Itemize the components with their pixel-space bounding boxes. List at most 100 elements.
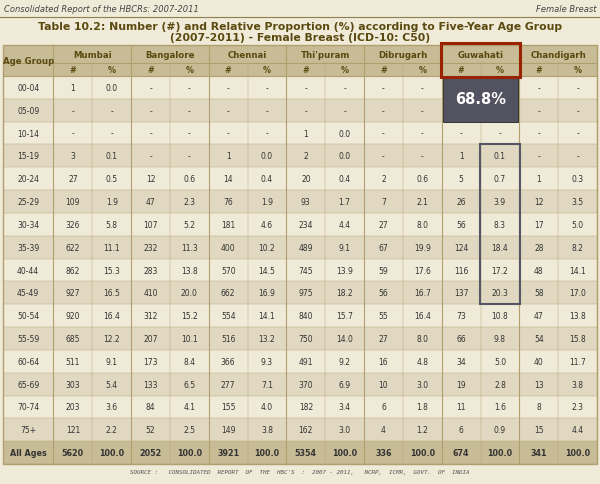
Text: -: - bbox=[304, 106, 307, 116]
Text: 3.8: 3.8 bbox=[261, 425, 273, 434]
Text: 67: 67 bbox=[379, 243, 388, 252]
Text: 14.5: 14.5 bbox=[259, 266, 275, 275]
Text: -: - bbox=[576, 106, 579, 116]
Text: 232: 232 bbox=[143, 243, 158, 252]
Text: 8.4: 8.4 bbox=[184, 357, 196, 366]
Text: 10-14: 10-14 bbox=[17, 129, 39, 138]
Text: 20: 20 bbox=[301, 175, 311, 184]
Text: -: - bbox=[227, 84, 230, 93]
Text: 109: 109 bbox=[65, 197, 80, 207]
Text: -: - bbox=[499, 129, 502, 138]
Text: 511: 511 bbox=[66, 357, 80, 366]
Text: 28: 28 bbox=[534, 243, 544, 252]
Text: 5.2: 5.2 bbox=[184, 220, 196, 229]
Text: 100.0: 100.0 bbox=[177, 448, 202, 457]
Text: -: - bbox=[499, 106, 502, 116]
Text: -: - bbox=[266, 106, 268, 116]
Text: 13.2: 13.2 bbox=[259, 334, 275, 343]
Text: 1.9: 1.9 bbox=[106, 197, 118, 207]
Text: 662: 662 bbox=[221, 289, 235, 298]
Text: 14: 14 bbox=[223, 175, 233, 184]
Text: 927: 927 bbox=[65, 289, 80, 298]
Text: 2.1: 2.1 bbox=[416, 197, 428, 207]
Text: 0.0: 0.0 bbox=[261, 152, 273, 161]
Text: -: - bbox=[343, 106, 346, 116]
Text: %: % bbox=[418, 66, 427, 75]
Text: 25-29: 25-29 bbox=[17, 197, 39, 207]
Text: 26: 26 bbox=[457, 197, 466, 207]
Text: -: - bbox=[382, 129, 385, 138]
Text: 4.1: 4.1 bbox=[184, 403, 196, 411]
Bar bbox=[3, 77, 597, 100]
Text: 1.9: 1.9 bbox=[261, 197, 273, 207]
Text: #: # bbox=[225, 66, 232, 75]
Text: 1: 1 bbox=[226, 152, 230, 161]
Text: 8: 8 bbox=[536, 403, 541, 411]
Text: -: - bbox=[538, 129, 540, 138]
Text: 34: 34 bbox=[456, 357, 466, 366]
Text: 326: 326 bbox=[65, 220, 80, 229]
Text: 410: 410 bbox=[143, 289, 158, 298]
Text: 60-64: 60-64 bbox=[17, 357, 40, 366]
Text: 47: 47 bbox=[146, 197, 155, 207]
Text: 5.0: 5.0 bbox=[572, 220, 584, 229]
Text: 0.1: 0.1 bbox=[494, 152, 506, 161]
Text: 70-74: 70-74 bbox=[17, 403, 40, 411]
Text: 6: 6 bbox=[458, 425, 464, 434]
Text: 137: 137 bbox=[454, 289, 469, 298]
Text: 2.8: 2.8 bbox=[494, 380, 506, 389]
Text: SOURCE :   CONSOLIDATED  REPORT  OF  THE  HBC'S  :  2007 - 2011,   NCRP,  ICMR, : SOURCE : CONSOLIDATED REPORT OF THE HBC'… bbox=[130, 469, 470, 474]
Bar bbox=[3, 191, 597, 213]
Text: 203: 203 bbox=[65, 403, 80, 411]
Text: %: % bbox=[263, 66, 271, 75]
Text: 9.1: 9.1 bbox=[106, 357, 118, 366]
Text: 1.8: 1.8 bbox=[416, 403, 428, 411]
Text: -: - bbox=[576, 84, 579, 93]
Text: 16.9: 16.9 bbox=[259, 289, 275, 298]
Text: 133: 133 bbox=[143, 380, 158, 389]
Text: 11.1: 11.1 bbox=[103, 243, 120, 252]
Text: 20-24: 20-24 bbox=[17, 175, 39, 184]
Text: 0.9: 0.9 bbox=[494, 425, 506, 434]
Text: 35-39: 35-39 bbox=[17, 243, 40, 252]
Text: 5.0: 5.0 bbox=[494, 357, 506, 366]
Text: 9.2: 9.2 bbox=[338, 357, 350, 366]
Text: 0.4: 0.4 bbox=[338, 175, 351, 184]
Text: 366: 366 bbox=[221, 357, 236, 366]
Text: 15.8: 15.8 bbox=[569, 334, 586, 343]
Text: 570: 570 bbox=[221, 266, 236, 275]
Text: Age Group: Age Group bbox=[2, 57, 54, 66]
Text: 27: 27 bbox=[379, 334, 388, 343]
Bar bbox=[3, 100, 597, 122]
Bar bbox=[3, 64, 597, 77]
Text: 3.5: 3.5 bbox=[572, 197, 584, 207]
Text: -: - bbox=[460, 106, 463, 116]
Text: 12: 12 bbox=[534, 197, 544, 207]
Bar bbox=[443, 77, 518, 122]
Text: 11.3: 11.3 bbox=[181, 243, 198, 252]
Text: %: % bbox=[341, 66, 349, 75]
Text: -: - bbox=[538, 84, 540, 93]
Text: -: - bbox=[188, 129, 191, 138]
Text: 2.5: 2.5 bbox=[184, 425, 196, 434]
Text: 2: 2 bbox=[381, 175, 386, 184]
Text: -: - bbox=[110, 129, 113, 138]
Text: 1: 1 bbox=[536, 175, 541, 184]
Text: 17.2: 17.2 bbox=[491, 266, 508, 275]
Text: 283: 283 bbox=[143, 266, 158, 275]
Text: 554: 554 bbox=[221, 312, 236, 320]
Text: Female Breast: Female Breast bbox=[536, 4, 596, 14]
Text: -: - bbox=[382, 152, 385, 161]
Text: %: % bbox=[496, 66, 504, 75]
Text: 54: 54 bbox=[534, 334, 544, 343]
Text: 13.8: 13.8 bbox=[181, 266, 198, 275]
Text: (2007-2011) - Female Breast (ICD-10: C50): (2007-2011) - Female Breast (ICD-10: C50… bbox=[170, 33, 430, 43]
Text: -: - bbox=[149, 129, 152, 138]
Text: 3.4: 3.4 bbox=[338, 403, 351, 411]
Text: 00-04: 00-04 bbox=[17, 84, 40, 93]
Text: 8.2: 8.2 bbox=[572, 243, 584, 252]
Text: -: - bbox=[71, 106, 74, 116]
Text: -: - bbox=[421, 152, 424, 161]
Text: -: - bbox=[227, 106, 230, 116]
Text: #: # bbox=[302, 66, 309, 75]
